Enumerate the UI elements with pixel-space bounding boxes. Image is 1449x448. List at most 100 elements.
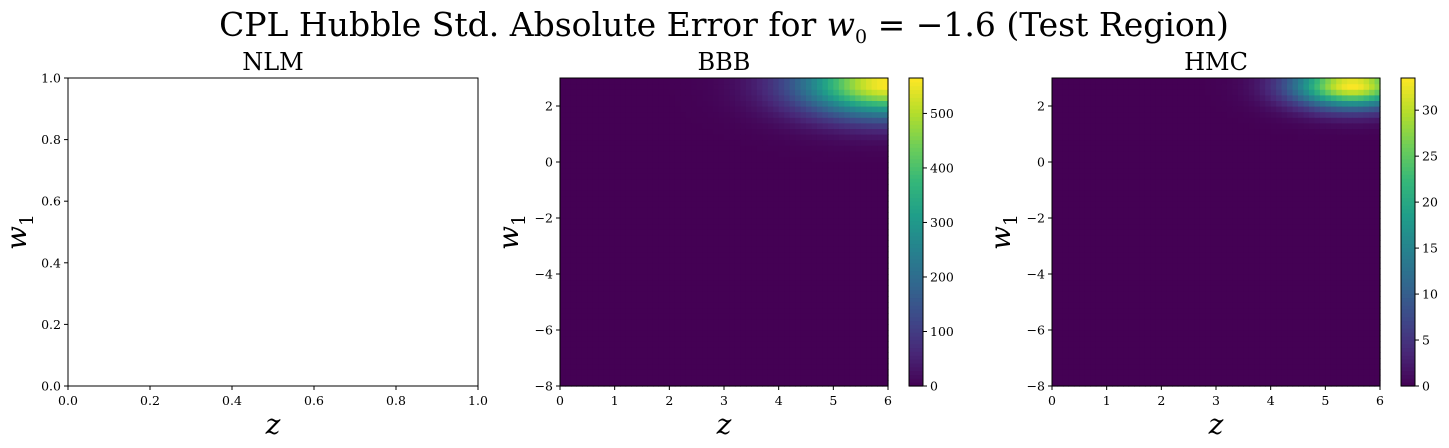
heatmap-cell	[652, 150, 659, 157]
heatmap-cell	[1112, 346, 1119, 353]
heatmap-cell	[1068, 318, 1075, 325]
heatmap-cell	[565, 313, 572, 320]
heatmap-cell	[729, 346, 736, 353]
heatmap-cell	[822, 173, 829, 180]
heatmap-cell	[838, 363, 845, 370]
heatmap-cell	[1172, 122, 1179, 129]
heatmap-cell	[773, 106, 780, 113]
heatmap-cell	[707, 234, 714, 241]
heatmap-cell	[663, 78, 670, 85]
heatmap-cell	[609, 240, 616, 247]
heatmap-cell	[844, 167, 851, 174]
heatmap-cell	[1052, 122, 1059, 129]
heatmap-cell	[1128, 234, 1135, 241]
heatmap-cell	[707, 139, 714, 146]
heatmap-cell	[609, 302, 616, 309]
heatmap-cell	[762, 274, 769, 281]
heatmap-cell	[658, 167, 665, 174]
heatmap-cell	[1128, 229, 1135, 236]
heatmap-cell	[806, 330, 813, 337]
heatmap-cell	[745, 318, 752, 325]
heatmap-cell	[871, 251, 878, 258]
heatmap-cell	[652, 167, 659, 174]
heatmap-cell	[882, 145, 889, 152]
heatmap-cell	[1194, 83, 1201, 90]
heatmap-cell	[1172, 363, 1179, 370]
heatmap-cell	[1068, 173, 1075, 180]
heatmap-cell	[1194, 302, 1201, 309]
heatmap-cell	[773, 246, 780, 253]
heatmap-cell	[1117, 162, 1124, 169]
heatmap-cell	[576, 285, 583, 292]
heatmap-cell	[806, 285, 813, 292]
heatmap-cell	[642, 341, 649, 348]
heatmap-cell	[811, 106, 818, 113]
heatmap-cell	[1172, 290, 1179, 297]
colorbar-band	[909, 128, 923, 133]
heatmap-cell	[609, 83, 616, 90]
heatmap-cell	[1161, 150, 1168, 157]
heatmap-cell	[745, 246, 752, 253]
heatmap-cell	[751, 279, 758, 286]
heatmap-cell	[833, 251, 840, 258]
heatmap-cell	[658, 302, 665, 309]
heatmap-cell	[587, 352, 594, 359]
heatmap-cell	[1095, 307, 1102, 314]
heatmap-cell	[1106, 279, 1113, 286]
heatmap-cell	[718, 78, 725, 85]
heatmap-cell	[598, 190, 605, 197]
heatmap-cell	[636, 206, 643, 213]
heatmap-cell	[800, 78, 807, 85]
heatmap-cell	[860, 251, 867, 258]
heatmap-cell	[778, 173, 785, 180]
heatmap-cell	[855, 358, 862, 365]
heatmap-cell	[724, 100, 731, 107]
heatmap-cell	[1188, 240, 1195, 247]
heatmap-cell	[565, 178, 572, 185]
heatmap-cell	[576, 262, 583, 269]
heatmap-cell	[713, 89, 720, 96]
heatmap-cell	[713, 212, 720, 219]
heatmap-cell	[1134, 374, 1141, 381]
heatmap-cell	[1062, 190, 1069, 197]
heatmap-cell	[1095, 341, 1102, 348]
heatmap-cell	[642, 134, 649, 141]
heatmap-cell	[860, 313, 867, 320]
heatmap-cell	[1144, 335, 1151, 342]
heatmap-cell	[1155, 346, 1162, 353]
heatmap-cell	[860, 156, 867, 163]
heatmap-cell	[565, 162, 572, 169]
heatmap-cell	[734, 167, 741, 174]
heatmap-cell	[877, 134, 884, 141]
heatmap-cell	[1166, 341, 1173, 348]
heatmap-cell	[603, 257, 610, 264]
heatmap-cell	[789, 374, 796, 381]
heatmap-cell	[789, 318, 796, 325]
heatmap-cell	[636, 352, 643, 359]
heatmap-cell	[1144, 190, 1151, 197]
heatmap-cell	[631, 374, 638, 381]
heatmap-cell	[1199, 145, 1206, 152]
heatmap-cell	[1150, 122, 1157, 129]
heatmap-cell	[767, 234, 774, 241]
heatmap-cell	[860, 374, 867, 381]
heatmap-cell	[767, 363, 774, 370]
heatmap-cell	[1123, 134, 1130, 141]
heatmap-cell	[838, 156, 845, 163]
heatmap-cell	[745, 380, 752, 387]
heatmap-cell	[1062, 330, 1069, 337]
heatmap-cell	[1183, 341, 1190, 348]
heatmap-cell	[1161, 195, 1168, 202]
heatmap-cell	[1095, 251, 1102, 258]
heatmap-cell	[1144, 380, 1151, 387]
heatmap-cell	[1128, 106, 1135, 113]
heatmap-cell	[620, 122, 627, 129]
heatmap-cell	[620, 190, 627, 197]
heatmap-cell	[784, 268, 791, 275]
heatmap-cell	[1128, 78, 1135, 85]
heatmap-cell	[1155, 162, 1162, 169]
heatmap-cell	[702, 363, 709, 370]
heatmap-cell	[855, 318, 862, 325]
heatmap-cell	[724, 218, 731, 225]
heatmap-cell	[784, 229, 791, 236]
